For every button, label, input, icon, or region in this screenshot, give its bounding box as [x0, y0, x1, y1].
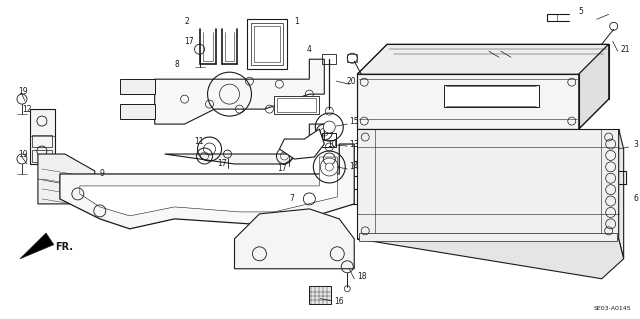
- Circle shape: [323, 121, 335, 133]
- Polygon shape: [20, 233, 54, 259]
- Polygon shape: [357, 44, 609, 74]
- Bar: [444, 85, 539, 107]
- Text: 17: 17: [277, 165, 287, 174]
- Polygon shape: [280, 129, 324, 159]
- Bar: [275, 96, 319, 114]
- Text: 19: 19: [18, 87, 28, 96]
- Polygon shape: [120, 79, 155, 94]
- Text: 6: 6: [634, 194, 639, 204]
- Text: 1: 1: [294, 17, 299, 26]
- Polygon shape: [164, 124, 324, 164]
- Text: 12: 12: [22, 105, 31, 114]
- Bar: [348, 54, 357, 62]
- Polygon shape: [234, 209, 354, 269]
- Polygon shape: [357, 239, 623, 279]
- Bar: [252, 23, 284, 65]
- Text: 16: 16: [334, 297, 344, 306]
- Text: 3: 3: [634, 139, 639, 149]
- Text: SE03-A0145: SE03-A0145: [594, 306, 631, 311]
- Bar: [248, 19, 287, 69]
- Text: 5: 5: [579, 7, 584, 16]
- Bar: [32, 135, 52, 147]
- Text: 7: 7: [289, 194, 294, 204]
- Text: 13: 13: [349, 139, 359, 149]
- Polygon shape: [155, 59, 324, 124]
- Text: 17: 17: [184, 37, 194, 46]
- Text: 14: 14: [349, 162, 359, 172]
- Bar: [359, 233, 617, 241]
- Text: 17: 17: [218, 160, 227, 168]
- Bar: [32, 150, 52, 162]
- Polygon shape: [357, 74, 579, 129]
- Text: 19: 19: [18, 150, 28, 159]
- Polygon shape: [357, 129, 619, 239]
- Text: 21: 21: [621, 45, 630, 54]
- Circle shape: [325, 163, 333, 171]
- Polygon shape: [60, 144, 354, 229]
- Polygon shape: [38, 154, 95, 204]
- Polygon shape: [80, 157, 337, 216]
- Bar: [309, 286, 332, 304]
- Polygon shape: [579, 44, 609, 129]
- Text: 2: 2: [184, 17, 189, 26]
- Bar: [255, 26, 280, 62]
- Text: 4: 4: [307, 45, 311, 54]
- Text: 10: 10: [327, 139, 337, 149]
- Text: 18: 18: [357, 272, 367, 281]
- Text: 8: 8: [175, 60, 179, 69]
- Polygon shape: [120, 104, 155, 119]
- Text: 20: 20: [346, 77, 356, 86]
- Text: 15: 15: [349, 116, 359, 126]
- Bar: [323, 54, 336, 64]
- Polygon shape: [619, 129, 623, 259]
- Text: 11: 11: [195, 137, 204, 145]
- Bar: [277, 98, 316, 112]
- Text: FR.: FR.: [55, 242, 73, 252]
- Text: 9: 9: [100, 169, 105, 178]
- Polygon shape: [30, 109, 55, 164]
- Bar: [323, 133, 336, 147]
